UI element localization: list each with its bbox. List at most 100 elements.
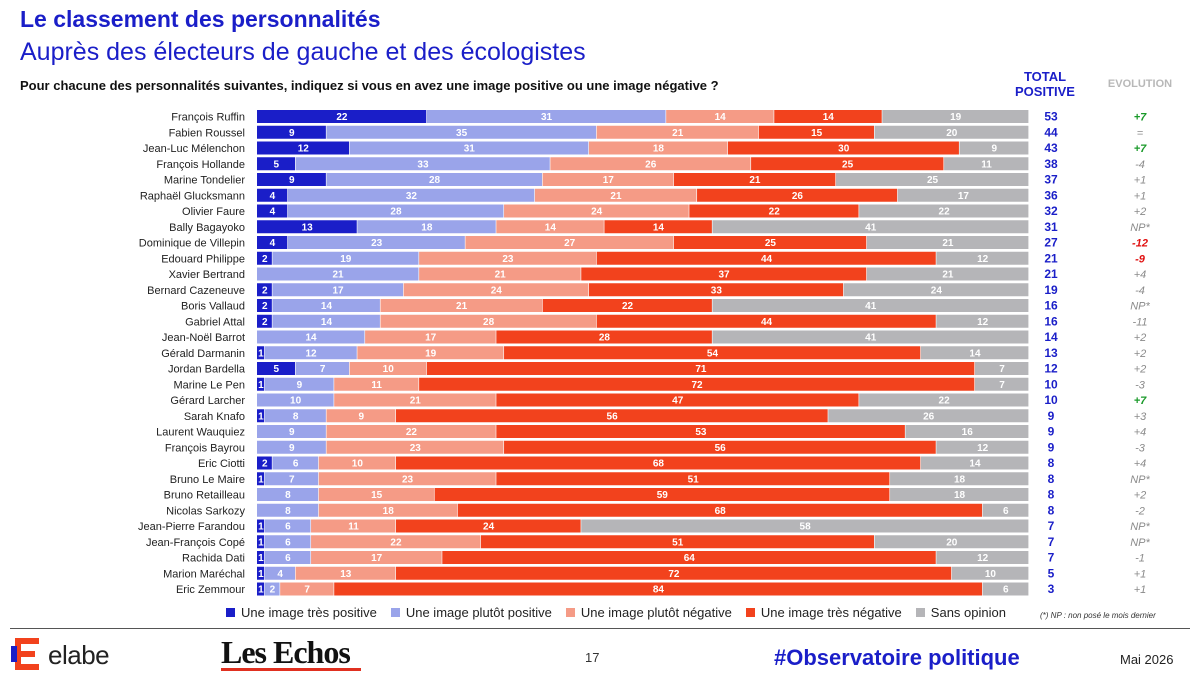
category-label: Eric Ciotti [198, 458, 245, 470]
bar-segment [264, 519, 311, 533]
data-label: 4 [270, 207, 276, 218]
bar-segment [727, 141, 959, 155]
bar-segment [357, 346, 504, 360]
total-positive-value: 16 [1044, 299, 1058, 313]
data-label: 14 [305, 333, 317, 344]
data-label: 2 [262, 459, 268, 470]
evolution-value: +1 [1134, 175, 1147, 187]
total-positive-value: 3 [1048, 582, 1055, 596]
les-echos-underline [221, 668, 361, 671]
bar-segment [326, 425, 496, 438]
evolution-value: +1 [1134, 584, 1147, 596]
bar-segment [920, 346, 1029, 360]
page-title: Le classement des personnalités [20, 6, 381, 32]
category-label: Bruno Retailleau [164, 490, 245, 502]
bar-segment [318, 456, 396, 470]
data-label: 4 [277, 569, 283, 580]
evolution-value: -4 [1135, 285, 1145, 297]
data-label: 13 [302, 222, 314, 233]
legend-label: Sans opinion [930, 605, 1006, 620]
bar-segment [257, 157, 295, 171]
evolution-value: +1 [1134, 190, 1147, 202]
data-label: 6 [285, 537, 291, 548]
bar-segment [836, 173, 1029, 186]
bar-segment [920, 456, 1029, 470]
data-label: 10 [290, 396, 302, 407]
total-positive-value: 44 [1044, 125, 1058, 139]
bar-segment [465, 236, 674, 249]
data-label: 51 [672, 537, 684, 548]
bar-segment [712, 330, 1029, 344]
data-label: 14 [653, 222, 665, 233]
data-label: 8 [285, 506, 291, 517]
np-footnote: (*) NP : non posé le mois dernier [1040, 611, 1156, 620]
bar-segment [959, 141, 1029, 155]
data-label: 19 [425, 348, 437, 359]
data-label: 17 [603, 175, 615, 186]
data-label: 14 [969, 459, 981, 470]
bar-segment [257, 362, 295, 375]
data-label: 11 [981, 159, 992, 170]
bar-segment [257, 220, 357, 234]
data-label: 18 [653, 144, 665, 155]
data-label: 71 [695, 364, 707, 375]
data-label: 7 [320, 364, 326, 375]
les-echos-logo: Les Echos [221, 634, 351, 670]
data-label: 64 [684, 553, 696, 564]
data-label: 7 [304, 585, 310, 596]
bar-segment [334, 377, 419, 391]
bar-segment [403, 283, 589, 297]
category-label: Sarah Knafo [184, 411, 245, 423]
evolution-value: +2 [1134, 332, 1147, 344]
bar-segment [897, 188, 1029, 202]
bar-segment [936, 551, 1029, 564]
data-label: 22 [406, 427, 418, 438]
bar-segment [419, 251, 597, 265]
data-label: 22 [939, 207, 951, 218]
bar-segment [882, 110, 1029, 123]
data-label: 12 [977, 254, 989, 265]
bar-segment [257, 393, 334, 407]
bar-segment [264, 377, 334, 391]
data-label: 11 [371, 380, 382, 391]
bar-segment [257, 299, 272, 312]
bar-segment [349, 362, 427, 375]
data-label: 2 [262, 317, 268, 328]
data-label: 7 [999, 364, 1005, 375]
data-label: 22 [769, 207, 781, 218]
bar-segment [496, 472, 890, 486]
total-positive-value: 8 [1048, 472, 1055, 486]
bar-segment [581, 519, 1029, 533]
bar-segment [496, 330, 712, 344]
evolution-value: +7 [1134, 395, 1147, 407]
evolution-value: NP* [1130, 301, 1150, 313]
data-label: 37 [718, 270, 730, 281]
bar-segment [951, 566, 1029, 580]
bar-segment [974, 362, 1029, 375]
bar-segment [496, 393, 859, 407]
data-label: 15 [371, 490, 383, 501]
bar-segment [264, 535, 311, 549]
data-label: 68 [653, 459, 665, 470]
data-label: 17 [958, 191, 970, 202]
data-label: 19 [340, 254, 352, 265]
bar-segment [596, 314, 936, 328]
data-label: 12 [977, 443, 989, 454]
bar-segment [419, 377, 975, 391]
total-positive-value: 31 [1044, 220, 1058, 234]
data-label: 26 [645, 159, 657, 170]
evolution-value: = [1137, 127, 1144, 139]
category-label: Rachida Dati [182, 553, 245, 565]
bar-segment [295, 157, 550, 171]
bar-segment [828, 409, 1029, 423]
bar-segment [326, 173, 543, 186]
bar-segment [272, 251, 419, 265]
total-positive-value: 53 [1044, 110, 1058, 124]
data-label: 21 [749, 175, 761, 186]
bar-segment [496, 220, 604, 234]
data-label: 17 [425, 333, 437, 344]
data-label: 26 [792, 191, 804, 202]
bar-segment [905, 425, 1029, 438]
evolution-value: +2 [1134, 364, 1147, 376]
category-label: Eric Zemmour [176, 584, 245, 596]
